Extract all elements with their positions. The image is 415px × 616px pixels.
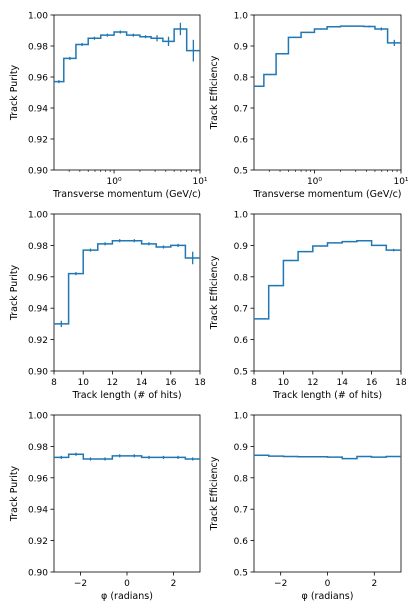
chart-panel-6: 0.5 0.6 0.7 0.8 0.9 1.0 −2 0 2 φ (radians) Track E… bbox=[209, 412, 402, 602]
y-tick-label: 1.0 bbox=[234, 12, 249, 22]
y-tick-label: 1.00 bbox=[28, 412, 48, 422]
x-tick-label: −2 bbox=[274, 579, 287, 589]
y-tick-label: 0.5 bbox=[234, 569, 248, 579]
series-step-line bbox=[254, 239, 401, 320]
y-axis-label: Track Efficiency bbox=[209, 255, 220, 330]
y-tick-label: 0.94 bbox=[28, 506, 48, 516]
y-tick-label: 0.90 bbox=[28, 569, 48, 579]
chart-panel-5: 0.90 0.92 0.94 0.96 0.98 1.00 −2 0 2 φ (radians) T… bbox=[9, 412, 201, 602]
x-tick-label: 10⁰ bbox=[107, 177, 122, 187]
series-step-line bbox=[54, 239, 200, 325]
y-tick-label: 0.6 bbox=[234, 537, 249, 547]
plot-frame bbox=[53, 414, 201, 573]
plot-frame bbox=[253, 414, 402, 573]
y-tick-label: 0.90 bbox=[28, 167, 48, 177]
x-tick-label: 14 bbox=[136, 378, 148, 388]
y-tick-label: 0.9 bbox=[234, 43, 249, 53]
y-tick-label: 0.8 bbox=[234, 474, 249, 484]
y-axis-label: Track Efficiency bbox=[209, 456, 220, 531]
chart-panel-1: 0.90 0.92 0.94 0.96 0.98 1.00 10⁰ 10¹ Transverse… bbox=[9, 12, 208, 201]
y-tick-label: 0.96 bbox=[28, 273, 48, 283]
x-axis-label: Transverse momentum (GeV/c) bbox=[252, 189, 401, 200]
series-step-line bbox=[254, 25, 401, 88]
x-tick-label: −2 bbox=[74, 579, 87, 589]
y-tick-label: 0.5 bbox=[234, 167, 248, 177]
plot-frame bbox=[253, 14, 402, 171]
y-tick-label: 0.6 bbox=[234, 336, 249, 346]
x-tick-label: 10¹ bbox=[393, 177, 408, 187]
y-tick-label: 0.94 bbox=[28, 105, 48, 115]
y-tick-label: 0.94 bbox=[28, 305, 48, 315]
x-tick-label: 10 bbox=[77, 378, 89, 388]
y-tick-label: 0.7 bbox=[234, 105, 248, 115]
plot-frame bbox=[53, 14, 201, 171]
x-tick-label: 0 bbox=[325, 579, 331, 589]
plot-frame bbox=[253, 213, 402, 372]
x-tick-label: 14 bbox=[336, 378, 348, 388]
y-tick-label: 0.98 bbox=[28, 242, 48, 252]
y-tick-label: 1.0 bbox=[234, 211, 249, 221]
x-tick-label: 10¹ bbox=[192, 177, 207, 187]
y-tick-label: 0.9 bbox=[234, 443, 249, 453]
y-tick-label: 0.98 bbox=[28, 43, 48, 53]
y-tick-label: 0.7 bbox=[234, 506, 248, 516]
x-axis-label: φ (radians) bbox=[302, 591, 354, 602]
y-tick-label: 0.96 bbox=[28, 474, 48, 484]
x-tick-label: 12 bbox=[107, 378, 118, 388]
x-tick-label: 10 bbox=[278, 378, 290, 388]
y-tick-label: 0.96 bbox=[28, 74, 48, 84]
y-tick-label: 0.90 bbox=[28, 368, 48, 378]
x-tick-label: 0 bbox=[124, 579, 130, 589]
y-tick-label: 0.8 bbox=[234, 74, 249, 84]
x-axis-label: Track length (# of hits) bbox=[71, 390, 181, 401]
x-tick-label: 8 bbox=[51, 378, 57, 388]
x-tick-label: 18 bbox=[395, 378, 407, 388]
y-tick-label: 0.8 bbox=[234, 273, 249, 283]
y-tick-label: 0.92 bbox=[28, 336, 48, 346]
series-step-line bbox=[54, 28, 200, 83]
y-tick-label: 0.6 bbox=[234, 136, 249, 146]
y-tick-label: 0.5 bbox=[234, 368, 248, 378]
x-tick-label: 2 bbox=[371, 579, 377, 589]
y-tick-label: 0.98 bbox=[28, 443, 48, 453]
y-tick-label: 0.7 bbox=[234, 305, 248, 315]
y-axis-label: Track Purity bbox=[9, 465, 20, 522]
y-tick-label: 1.00 bbox=[28, 12, 48, 22]
y-tick-label: 1.0 bbox=[234, 412, 249, 422]
x-tick-label: 18 bbox=[194, 378, 206, 388]
chart-panel-2: 0.5 0.6 0.7 0.8 0.9 1.0 10⁰ 10¹ Transverse momen… bbox=[209, 12, 409, 201]
x-axis-label: Transverse momentum (GeV/c) bbox=[52, 189, 201, 200]
x-tick-label: 2 bbox=[171, 579, 177, 589]
y-tick-label: 1.00 bbox=[28, 211, 48, 221]
y-tick-label: 0.92 bbox=[28, 136, 48, 146]
series-step-line bbox=[254, 454, 401, 460]
x-tick-label: 8 bbox=[251, 378, 257, 388]
y-tick-label: 0.9 bbox=[234, 242, 249, 252]
y-tick-label: 0.92 bbox=[28, 537, 48, 547]
x-tick-label: 16 bbox=[165, 378, 177, 388]
x-axis-label: Track length (# of hits) bbox=[272, 390, 382, 401]
x-axis-label: φ (radians) bbox=[101, 591, 153, 602]
y-axis-label: Track Efficiency bbox=[209, 55, 220, 130]
y-axis-label: Track Purity bbox=[9, 264, 20, 321]
x-tick-label: 10⁰ bbox=[307, 177, 322, 187]
chart-panel-4: 0.5 0.6 0.7 0.8 0.9 1.0 8 10 12 14 16 18 Track lengt… bbox=[209, 211, 407, 402]
x-tick-label: 16 bbox=[366, 378, 378, 388]
plot-frame bbox=[53, 213, 201, 372]
chart-panel-3: 0.90 0.92 0.94 0.96 0.98 1.00 8 10 12 14 16 18 Track… bbox=[9, 211, 206, 402]
y-axis-label: Track Purity bbox=[9, 64, 20, 121]
x-tick-label: 12 bbox=[307, 378, 318, 388]
